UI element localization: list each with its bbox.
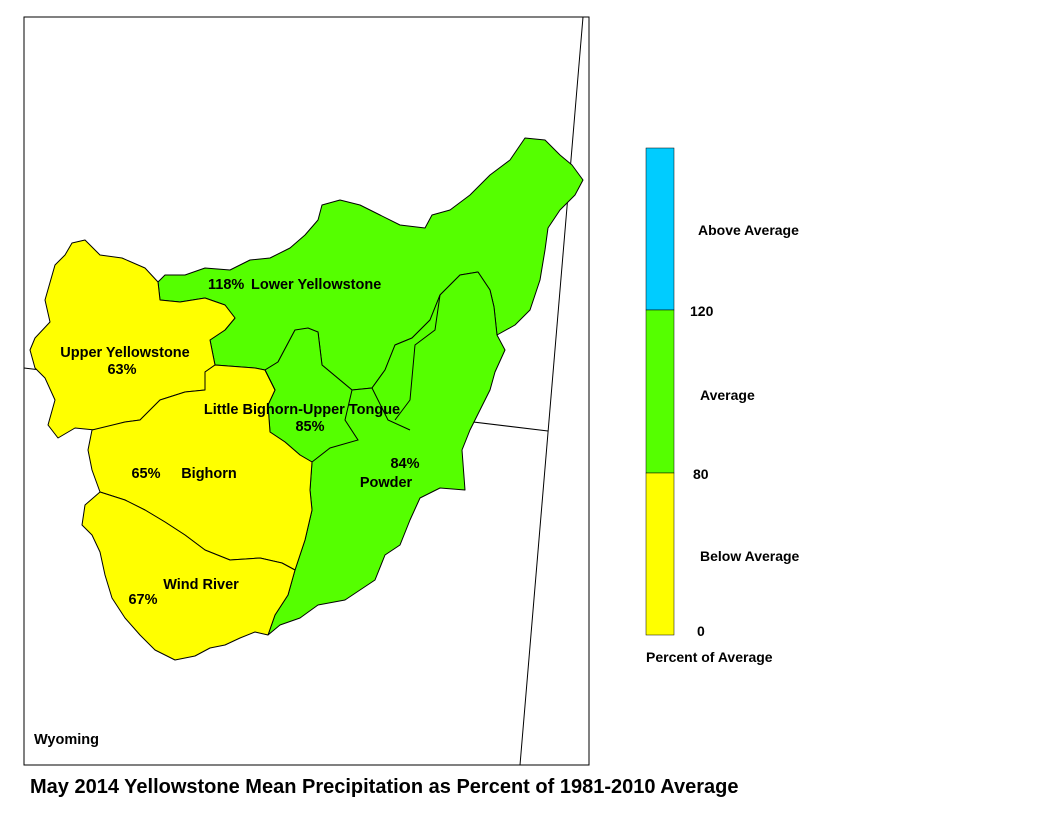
- map-title: May 2014 Yellowstone Mean Precipitation …: [30, 776, 738, 798]
- bighorn-percent: 65%: [131, 466, 160, 482]
- wind-river-percent: 67%: [128, 592, 157, 608]
- legend-swatch-above-average: [645, 147, 675, 311]
- legend-class-average: Average: [700, 387, 755, 403]
- lower-yellowstone-percent: 118%: [208, 277, 244, 293]
- little-bighorn-upper-tongue-name: Little Bighorn-Upper Tongue: [204, 402, 400, 418]
- wind-river-name: Wind River: [163, 577, 239, 593]
- legend-break-120: 120: [690, 303, 714, 319]
- lower-yellowstone-name: Lower Yellowstone: [251, 277, 381, 293]
- legend: Above Average Average Below Average 120 …: [645, 147, 800, 665]
- legend-title: Percent of Average: [646, 649, 773, 665]
- state-border-east: [519, 16, 584, 766]
- upper-yellowstone-name: Upper Yellowstone: [60, 345, 189, 361]
- state-label: Wyoming: [34, 732, 99, 748]
- legend-class-above-average: Above Average: [698, 222, 799, 238]
- powder-name: Powder: [360, 475, 413, 491]
- legend-swatch-average: [645, 309, 675, 474]
- legend-break-0: 0: [697, 623, 705, 639]
- legend-break-80: 80: [693, 466, 709, 482]
- powder-percent: 84%: [390, 456, 419, 472]
- upper-yellowstone-percent: 63%: [107, 362, 136, 378]
- legend-swatch-below-average: [645, 472, 675, 636]
- basin-wind-river[interactable]: [81, 491, 296, 661]
- bighorn-name: Bighorn: [181, 466, 237, 482]
- legend-class-below-average: Below Average: [700, 548, 800, 564]
- little-bighorn-upper-tongue-percent: 85%: [295, 419, 324, 435]
- divide-line: [264, 294, 441, 463]
